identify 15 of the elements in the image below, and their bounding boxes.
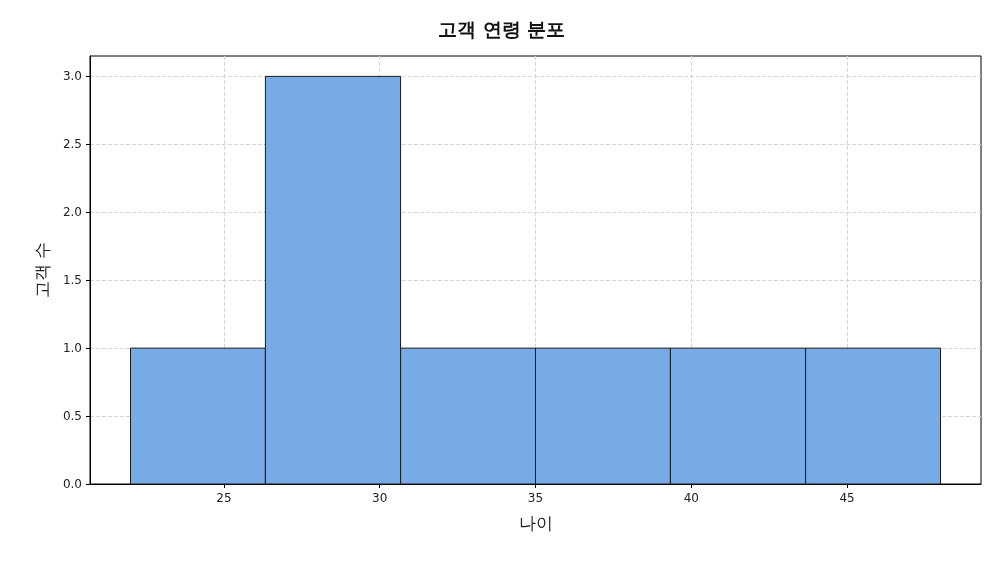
y-tick-label: 2.0 bbox=[62, 205, 82, 220]
x-tick-label: 30 bbox=[372, 491, 388, 505]
x-tick-label: 45 bbox=[839, 491, 855, 505]
y-tick-label: 1.5 bbox=[62, 273, 82, 288]
y-tick-label: 0.0 bbox=[62, 477, 82, 491]
x-tick-label: 25 bbox=[216, 491, 232, 505]
y-tick-label: 1.0 bbox=[62, 341, 82, 356]
y-tick-label: 3.0 bbox=[62, 69, 82, 84]
x-tick-label: 40 bbox=[683, 491, 699, 505]
x-tick-label: 35 bbox=[527, 491, 544, 505]
y-axis-title: 고객 수 bbox=[31, 241, 52, 299]
chart-title: 고객 연령 분포 bbox=[437, 17, 566, 40]
y-tick-label: 2.5 bbox=[62, 137, 82, 152]
y-tick-label: 0.5 bbox=[62, 409, 82, 424]
x-axis-title: 나이 bbox=[518, 512, 553, 533]
